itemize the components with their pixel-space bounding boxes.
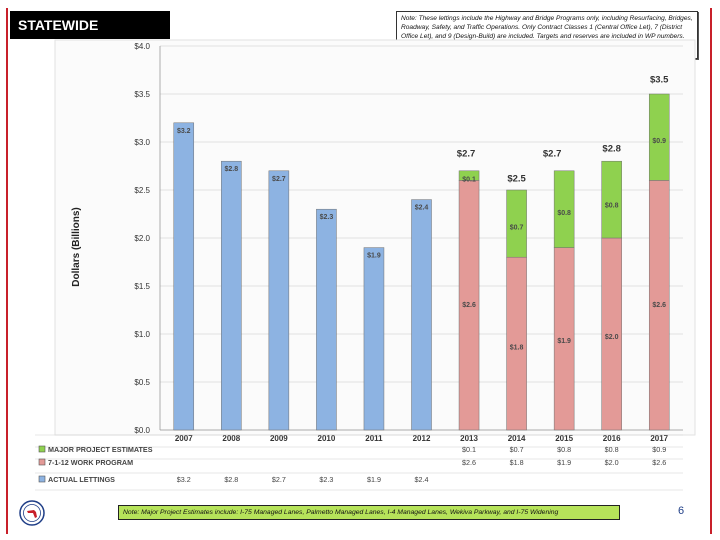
bar-actual: [316, 208, 337, 431]
bar-value-label: $2.8: [225, 166, 239, 173]
bar-total-label: $2.7: [457, 149, 476, 160]
bar-value-label: $2.6: [462, 302, 476, 309]
y-tick-label: $1.5: [134, 282, 150, 291]
table-cell: $0.7: [510, 445, 524, 454]
slide-border: [6, 8, 712, 534]
bar-value-label: $0.8: [557, 210, 571, 217]
bar-value-label: $0.1: [462, 176, 476, 183]
y-tick-label: $3.0: [134, 138, 150, 147]
bar-actual: [363, 247, 385, 431]
x-tick-label: 2008: [222, 434, 240, 443]
bar-value-label: $2.6: [652, 302, 666, 309]
bar-total-label: $2.8: [602, 144, 621, 155]
table-cell: $2.7: [272, 475, 286, 484]
x-tick-label: 2013: [460, 434, 478, 443]
bar-major-project: [601, 160, 622, 239]
y-axis-label: Dollars (Billions): [71, 207, 82, 286]
table-cell: $2.8: [224, 475, 238, 484]
legend-swatch-major-project: [38, 445, 46, 453]
bar-value-label: $2.0: [605, 334, 619, 341]
bar-major-project: [648, 93, 670, 181]
table-cell: $3.2: [177, 475, 191, 484]
x-tick-label: 2017: [650, 434, 668, 443]
table-cell: $0.1: [462, 445, 476, 454]
bar-actual: [411, 199, 432, 431]
bar-value-label: $0.7: [510, 224, 524, 231]
bar-total-label: $3.5: [650, 75, 669, 86]
table-cell: $1.9: [367, 475, 381, 484]
bar-actual: [268, 170, 290, 431]
x-tick-label: 2015: [555, 434, 573, 443]
table-cell: $2.3: [319, 475, 333, 484]
bar-major-project: [553, 170, 575, 248]
y-tick-label: $2.5: [134, 186, 150, 195]
bar-value-label: $2.7: [272, 176, 286, 183]
bar-value-label: $3.2: [177, 128, 191, 135]
table-cell: $1.9: [557, 458, 571, 467]
legend-label: 7-1-12 WORK PROGRAM: [48, 458, 133, 467]
bar-value-label: $2.3: [320, 214, 334, 221]
bar-value-label: $0.9: [652, 138, 666, 145]
bar-actual: [221, 160, 242, 431]
bar-value-label: $1.9: [557, 338, 571, 345]
x-tick-label: 2012: [413, 434, 431, 443]
bar-value-label: $1.8: [510, 344, 524, 351]
x-tick-label: 2014: [508, 434, 526, 443]
florida-dot-seal-icon: [19, 500, 45, 526]
bar-major-project: [458, 170, 480, 181]
y-tick-label: $4.0: [134, 42, 150, 51]
table-cell: $2.0: [605, 458, 619, 467]
y-tick-label: $3.5: [134, 90, 150, 99]
note-major-projects: Note: Major Project Estimates include: I…: [118, 505, 620, 520]
legend-swatch-actual: [38, 475, 46, 483]
legend-label: MAJOR PROJECT ESTIMATES: [48, 445, 153, 454]
table-cell: $0.8: [605, 445, 619, 454]
x-tick-label: 2010: [318, 434, 336, 443]
bar-major-project: [506, 189, 527, 258]
x-tick-label: 2011: [365, 434, 383, 443]
x-tick-label: 2016: [603, 434, 621, 443]
table-cell: $0.8: [557, 445, 571, 454]
bar-actual: [173, 122, 195, 431]
y-tick-label: $1.0: [134, 330, 150, 339]
table-cell: $1.8: [510, 458, 524, 467]
y-tick-label: $0.0: [134, 426, 150, 435]
bar-value-label: $0.8: [605, 202, 619, 209]
table-cell: $2.6: [652, 458, 666, 467]
bar-total-label: $2.5: [507, 173, 526, 184]
bar-value-label: $1.9: [367, 253, 381, 260]
legend-label: ACTUAL LETTINGS: [48, 475, 115, 484]
table-cell: $0.9: [652, 445, 666, 454]
page-number: 6: [678, 505, 685, 517]
x-tick-label: 2009: [270, 434, 288, 443]
table-cell: $2.6: [462, 458, 476, 467]
bar-value-label: $2.4: [415, 205, 429, 212]
legend-swatch-work-program: [38, 458, 46, 466]
x-tick-label: 2007: [175, 434, 193, 443]
table-cell: $2.4: [415, 475, 429, 484]
y-tick-label: $2.0: [134, 234, 150, 243]
y-tick-label: $0.5: [134, 378, 150, 387]
bar-total-label: $2.7: [543, 149, 562, 160]
